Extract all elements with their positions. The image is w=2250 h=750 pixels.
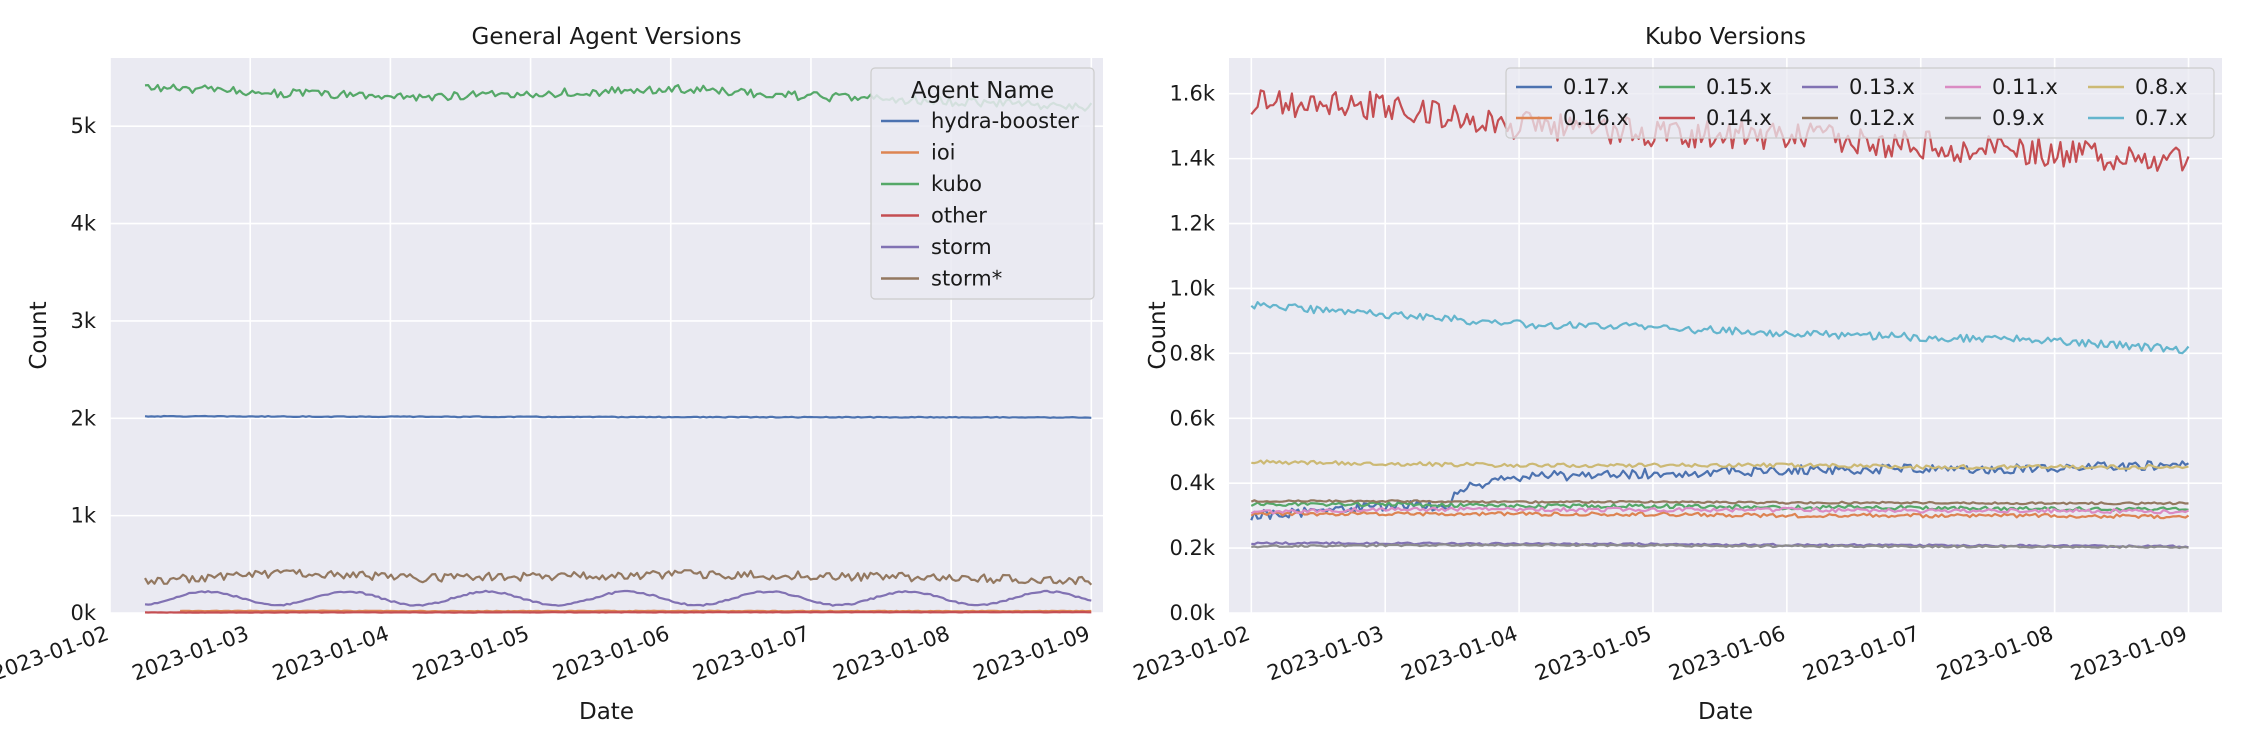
x-tick-label: 2023-01-09 [970,621,1093,685]
x-tick-label: 2023-01-05 [1532,621,1655,685]
y-tick-label: 1.4k [1169,147,1215,171]
x-axis-label: Date [579,699,634,725]
legend-label: 0.9.x [1992,106,2045,130]
legend-title: Agent Name [911,78,1054,104]
series-line-0-11-x [1250,506,2189,515]
legend-label: 0.12.x [1849,106,1915,130]
legend-label: ioi [931,141,956,165]
x-tick-label: 2023-01-03 [129,621,252,685]
x-tick-labels: 2023-01-02 2023-01-03 2023-01-04 2023-01-05… [1130,621,2190,685]
gridlines [1229,58,2222,614]
legend-label: 0.14.x [1706,106,1772,130]
legend: Agent Name hydra-booster ioi kubo other storm… [870,67,1095,300]
chart-title: Kubo Versions [1645,24,1806,50]
series-line-storm- [144,568,1093,586]
y-tick-label: 0.0k [1169,601,1215,625]
series-lines [144,83,1093,614]
series-line-0-9-x [1251,543,2189,550]
legend-label: 0.11.x [1992,75,2058,99]
y-tick-label: 0.6k [1169,406,1215,430]
series-line-ioi [180,609,1092,613]
legend: 0.17.x 0.16.x 0.15.x 0.14.x 0.13.x 0.12.x 0.11… [1505,67,2215,139]
legend-label: 0.7.x [2135,106,2188,130]
x-axis-label: Date [1698,699,1753,725]
y-tick-label: 0.2k [1169,536,1215,560]
chart-panel-2: 0.0k 0.2k 0.4k 0.6k 0.8k 1.0k 1.2k 1.4k 1.6k 2023… [1130,24,2222,725]
series-line-0-13-x [1251,541,2189,549]
legend-label: 0.8.x [2135,75,2188,99]
x-tick-label: 2023-01-09 [2067,621,2190,685]
y-tick-label: 2k [70,406,96,430]
chart-title: General Agent Versions [472,24,742,50]
legend-box [1505,67,2215,139]
x-tick-label: 2023-01-06 [550,621,673,685]
series-line-other [144,610,1092,614]
x-tick-label: 2023-01-05 [409,621,532,685]
x-tick-label: 2023-01-07 [1800,621,1923,685]
y-axis-label: Count [1145,301,1171,369]
x-tick-label: 2023-01-04 [269,621,392,685]
x-tick-label: 2023-01-08 [1933,621,2056,685]
series-line-0-8-x [1251,459,2189,470]
x-tick-label: 2023-01-08 [830,621,953,685]
x-tick-label: 2023-01-07 [690,621,813,685]
series-line-0-17-x [1250,460,2190,521]
legend-label: 0.17.x [1563,75,1629,99]
series-line-0-12-x [1250,499,2189,506]
legend-label: storm* [931,267,1002,291]
legend-box [870,67,1095,300]
y-tick-label: 0k [70,601,96,625]
x-tick-label: 2023-01-02 [1130,621,1253,685]
y-tick-label: 3k [70,309,96,333]
y-tick-label: 1k [70,504,96,528]
y-tick-label: 1.6k [1169,82,1215,106]
y-tick-label: 4k [70,212,96,236]
series-line-storm [144,589,1092,607]
x-tick-labels: 2023-01-02 2023-01-03 2023-01-04 2023-01-05… [0,621,1093,685]
x-tick-label: 2023-01-02 [0,621,112,685]
y-tick-label: 0.4k [1169,471,1215,495]
plot-area [1229,58,2222,613]
legend-label: hydra-booster [931,109,1079,133]
y-tick-labels: 0.0k 0.2k 0.4k 0.6k 0.8k 1.0k 1.2k 1.4k 1.6k [1169,82,1215,625]
y-tick-labels: 0k 1k 2k 3k 4k 5k [70,114,96,625]
y-tick-label: 5k [70,114,96,138]
legend-label: storm [931,235,992,259]
gridlines [109,58,1103,614]
x-tick-label: 2023-01-04 [1398,621,1521,685]
legend-label: 0.15.x [1706,75,1772,99]
legend-label: 0.16.x [1563,106,1629,130]
y-tick-label: 0.8k [1169,341,1215,365]
legend-label: other [931,204,987,228]
y-tick-label: 1.0k [1169,276,1215,300]
legend-label: 0.13.x [1849,75,1915,99]
y-tick-label: 1.2k [1169,212,1215,236]
y-axis-label: Count [26,301,52,369]
x-tick-label: 2023-01-06 [1666,621,1789,685]
series-line-0-16-x [1250,511,2190,520]
legend-label: kubo [931,172,982,196]
series-line-hydra-booster [144,414,1092,419]
series-line-0-7-x [1250,301,2190,355]
x-tick-label: 2023-01-03 [1264,621,1387,685]
